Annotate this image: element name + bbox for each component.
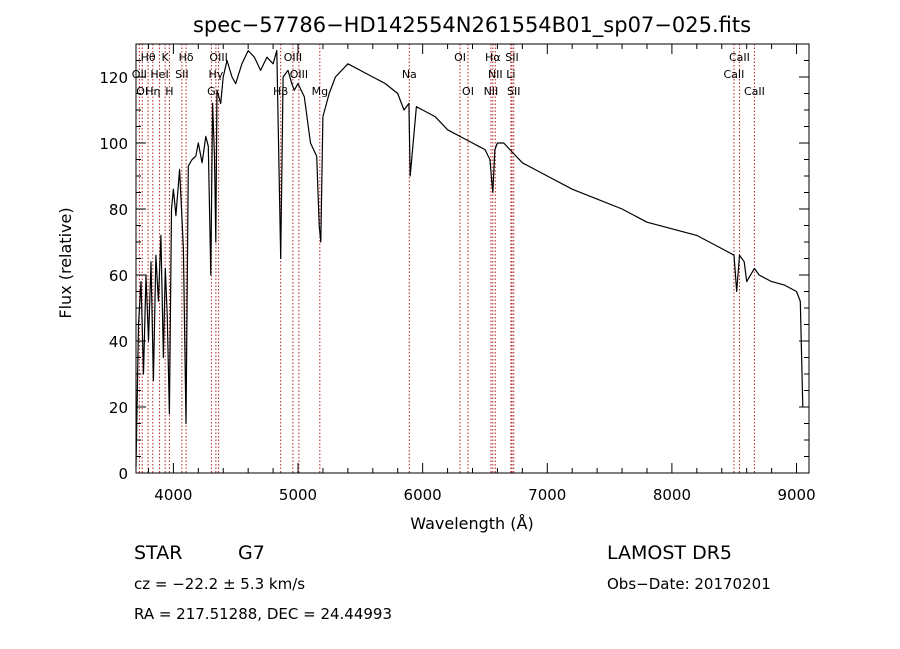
- line-label: OI: [136, 85, 148, 98]
- plot-frame: [135, 43, 810, 474]
- line-label: NII: [484, 85, 499, 98]
- y-tick-label: 100: [99, 135, 128, 153]
- x-tick-label: 4000: [154, 486, 192, 504]
- line-label: OI: [462, 85, 474, 98]
- object-class: STAR: [134, 542, 182, 564]
- x-tick-label: 8000: [653, 486, 691, 504]
- line-label: CaII: [744, 85, 765, 98]
- chart-title: spec−57786−HD142554N261554B01_sp07−025.f…: [193, 13, 751, 38]
- line-label: G: [207, 85, 216, 98]
- line-label: Hβ: [273, 85, 288, 98]
- line-label: OIII: [209, 51, 227, 64]
- line-label: K: [162, 51, 170, 64]
- line-label: HeI: [150, 68, 168, 81]
- obs-date-text: Obs−Date: 20170201: [607, 575, 771, 593]
- line-label: OI: [454, 51, 466, 64]
- x-tick-label: 7000: [528, 486, 566, 504]
- line-label: Hδ: [179, 51, 194, 64]
- y-tick-label: 80: [109, 201, 128, 219]
- y-axis: 0 20 40 60 80 100 120: [99, 60, 809, 483]
- spectrum-line: [135, 49, 804, 467]
- line-label: Hη: [145, 85, 160, 98]
- x-tick-label: 6000: [404, 486, 442, 504]
- x-tick-label: 9000: [777, 486, 815, 504]
- y-tick-label: 0: [118, 465, 128, 483]
- line-label: CaII: [729, 51, 750, 64]
- y-tick-label: 120: [99, 69, 128, 87]
- line-label: NII: [488, 68, 503, 81]
- object-subclass: G7: [238, 542, 265, 564]
- line-label: SII: [505, 51, 518, 64]
- line-label: SII: [507, 85, 520, 98]
- x-axis-label: Wavelength (Å): [410, 514, 533, 533]
- x-axis: 4000 5000 6000 7000 8000 9000: [147, 44, 816, 504]
- redshift-text: cz = −22.2 ± 5.3 km/s: [134, 575, 305, 593]
- line-label: Na: [402, 68, 417, 81]
- y-tick-label: 20: [109, 399, 128, 417]
- y-tick-label: 60: [109, 267, 128, 285]
- line-label: Hα: [485, 51, 501, 64]
- line-label: OIII: [290, 68, 308, 81]
- line-label: Hθ: [141, 51, 156, 64]
- line-label: SII: [175, 68, 188, 81]
- survey-name: LAMOST DR5: [607, 542, 732, 564]
- line-label: Mg: [312, 85, 328, 98]
- x-tick-label: 5000: [279, 486, 317, 504]
- line-label: Hγ: [208, 68, 223, 81]
- y-axis-label: Flux (relative): [56, 207, 75, 318]
- line-label: OII: [132, 68, 147, 81]
- line-label: H: [165, 85, 173, 98]
- y-tick-label: 40: [109, 333, 128, 351]
- line-label-group: Hθ K Hδ OIII OIII OI Hα SII CaII OII HeI SII Hγ OIII N…: [132, 51, 765, 98]
- series-group: [135, 49, 804, 467]
- line-marker-group: [138, 44, 755, 473]
- line-label: CaII: [724, 68, 745, 81]
- line-label: Li: [506, 68, 515, 81]
- coordinates-text: RA = 217.51288, DEC = 24.44993: [134, 605, 392, 623]
- line-label: OIII: [284, 51, 302, 64]
